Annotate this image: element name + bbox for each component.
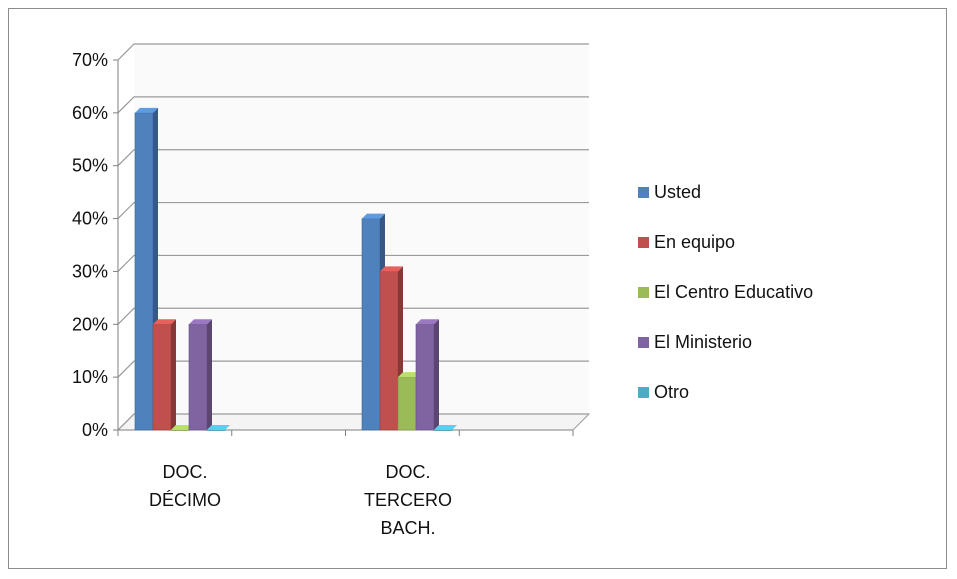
bar-top bbox=[207, 425, 230, 430]
gridline bbox=[117, 201, 589, 219]
y-tick-label: 30% bbox=[72, 261, 108, 281]
bar-usted bbox=[134, 112, 154, 431]
gridline bbox=[117, 43, 589, 61]
x-category-label: DÉCIMO bbox=[149, 490, 221, 510]
y-tick-label: 40% bbox=[72, 209, 108, 229]
legend-item: Otro bbox=[638, 382, 918, 402]
x-category-label: DOC. bbox=[163, 462, 208, 482]
bar-side bbox=[171, 319, 176, 430]
bar-top bbox=[171, 425, 194, 430]
legend-label: En equipo bbox=[654, 231, 736, 252]
bar-otro bbox=[433, 429, 453, 431]
bar-top bbox=[398, 372, 421, 378]
y-tick-label: 10% bbox=[72, 367, 108, 387]
y-tick-label: 50% bbox=[72, 156, 108, 176]
bar-el-ministerio bbox=[188, 323, 208, 431]
legend-item: El Ministerio bbox=[638, 332, 918, 352]
y-tick-label: 0% bbox=[82, 420, 108, 440]
gridline bbox=[117, 96, 589, 114]
bar-el-centro-educativo bbox=[170, 429, 190, 431]
y-tick-label: 60% bbox=[72, 103, 108, 123]
bar-top bbox=[380, 266, 403, 272]
bar-side bbox=[434, 319, 439, 430]
x-category-label: TERCERO bbox=[364, 490, 452, 510]
gridline bbox=[117, 254, 589, 272]
bar-top bbox=[189, 319, 212, 325]
legend-swatch bbox=[638, 236, 649, 248]
bar-en-equipo bbox=[152, 323, 172, 431]
bar-el-centro-educativo bbox=[397, 376, 417, 431]
x-category-label: DOC. bbox=[386, 462, 431, 482]
bar-top bbox=[416, 319, 439, 325]
bar-top bbox=[434, 425, 457, 430]
y-tick-label: 20% bbox=[72, 314, 108, 334]
bar-top bbox=[153, 319, 176, 325]
gridline bbox=[117, 149, 589, 167]
y-tick-label: 70% bbox=[72, 50, 108, 70]
bar-top bbox=[135, 107, 158, 113]
x-category-label: BACH. bbox=[380, 518, 435, 538]
bar-otro bbox=[206, 429, 226, 431]
legend-item: El Centro Educativo bbox=[638, 282, 918, 302]
gridline bbox=[117, 307, 589, 325]
legend-swatch bbox=[638, 386, 649, 398]
chart-legend: Usted En equipo El Centro Educativo El Mini… bbox=[638, 182, 918, 432]
bar-el-ministerio bbox=[415, 323, 435, 431]
legend-swatch bbox=[638, 186, 649, 198]
legend-item: En equipo bbox=[638, 232, 918, 252]
legend-label: El Centro Educativo bbox=[654, 281, 814, 302]
legend-label: Otro bbox=[654, 381, 690, 402]
bar-en-equipo bbox=[379, 271, 399, 431]
legend-swatch bbox=[638, 336, 649, 348]
legend-label: Usted bbox=[654, 181, 702, 202]
bar-usted bbox=[361, 218, 381, 431]
bar-side bbox=[207, 319, 212, 430]
legend-swatch bbox=[638, 286, 649, 298]
legend-label: El Ministerio bbox=[654, 331, 753, 352]
legend-item: Usted bbox=[638, 182, 918, 202]
bar-top bbox=[362, 213, 385, 219]
